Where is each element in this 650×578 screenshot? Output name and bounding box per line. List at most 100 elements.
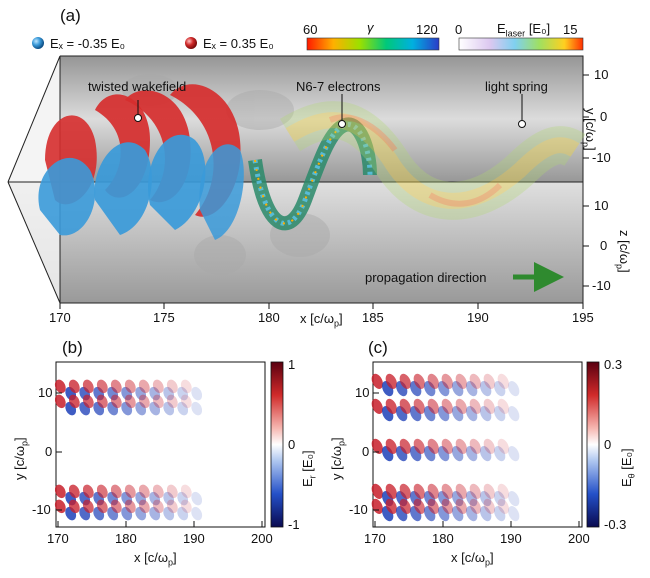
heatmap-lobe	[124, 394, 136, 409]
panel-a-xlabel: x [c/ωp]	[300, 311, 343, 329]
panel-c-ytick: 10	[355, 385, 370, 400]
box-left-wall	[8, 56, 60, 303]
heatmap-lobe	[124, 484, 136, 499]
heatmap-lobe	[438, 491, 450, 507]
heatmap-lobe	[508, 406, 520, 422]
heatmap-lobe	[385, 373, 397, 389]
heatmap-lobe	[180, 379, 192, 394]
panel-c-xtick: 200	[568, 531, 590, 546]
heatmap-lobe	[82, 484, 94, 499]
heatmap-lobe	[177, 386, 189, 401]
heatmap-lobe	[494, 506, 506, 522]
legend-pos-label: Eₓ = 0.35 E₀	[203, 36, 274, 51]
marker-twisted	[134, 114, 142, 122]
annot-propagation: propagation direction	[365, 270, 487, 285]
heatmap-lobe	[469, 498, 481, 514]
heatmap-lobe	[166, 484, 178, 499]
heatmap-lobe	[371, 483, 383, 499]
heatmap-lobe	[480, 381, 492, 397]
heatmap-lobe	[121, 401, 133, 416]
heatmap-lobe	[466, 446, 478, 462]
heatmap-lobe	[163, 491, 175, 506]
heatmap-lobe	[494, 446, 506, 462]
heatmap-lobe	[438, 506, 450, 522]
heatmap-lobe	[455, 373, 467, 389]
heatmap-lobe	[466, 381, 478, 397]
elaser-max-label: 15	[563, 22, 578, 37]
z-tick-10: 10	[594, 198, 609, 213]
heatmap-lobe	[124, 379, 136, 394]
panel-b-ytick: 10	[38, 385, 53, 400]
heatmap-lobe	[399, 398, 411, 414]
electron-helix	[248, 117, 377, 231]
panel-c-heatmap	[371, 361, 583, 528]
heatmap-lobe	[483, 398, 495, 414]
heatmap-lobe	[166, 499, 178, 514]
panel-c-colorbar	[586, 361, 600, 528]
heatmap-lobe	[399, 438, 411, 454]
heatmap-lobe	[508, 381, 520, 397]
panel-b-ylabel: y [c/ωp]	[12, 437, 30, 480]
heatmap-lobe	[494, 491, 506, 507]
heatmap-lobe	[385, 398, 397, 414]
gamma-title: γ	[367, 20, 374, 35]
panel-b-colorbar	[270, 361, 284, 528]
heatmap-lobe	[427, 373, 439, 389]
heatmap-lobe	[149, 386, 161, 401]
z-tick-neg10: -10	[592, 278, 611, 293]
heatmap-lobe	[399, 498, 411, 514]
heatmap-lobe	[68, 394, 80, 409]
panel-a-xtick: 180	[258, 310, 280, 325]
heatmap-lobe	[371, 438, 383, 454]
heatmap-lobe	[371, 398, 383, 414]
cb-b-bot: -1	[288, 517, 300, 532]
panel-c-xtick: 190	[500, 531, 522, 546]
heatmap-lobe	[413, 483, 425, 499]
heatmap-lobe	[452, 506, 464, 522]
panel-c-xtick: 180	[432, 531, 454, 546]
panel-c-label: (c)	[368, 338, 388, 357]
cb-b-label: Er [E₀]	[300, 450, 318, 487]
heatmap-lobe	[149, 491, 161, 506]
heatmap-lobe	[152, 484, 164, 499]
heatmap-lobe	[483, 438, 495, 454]
heatmap-lobe	[452, 446, 464, 462]
heatmap-lobe	[191, 506, 203, 521]
cb-c-mid: 0	[604, 437, 612, 452]
panel-c-ytick: 0	[362, 444, 370, 459]
heatmap-lobe	[385, 483, 397, 499]
heatmap-lobe	[469, 438, 481, 454]
heatmap-lobe	[466, 506, 478, 522]
panel-b-xtick: 190	[183, 531, 205, 546]
heatmap-lobe	[438, 406, 450, 422]
heatmap-lobe	[385, 438, 397, 454]
panel-b-xtick: 200	[251, 531, 273, 546]
heatmap-lobe	[497, 438, 509, 454]
heatmap-lobe	[438, 446, 450, 462]
elaser-colorbar	[458, 37, 584, 51]
heatmap-lobe	[480, 506, 492, 522]
annot-spring: light spring	[485, 79, 548, 94]
heatmap-lobe	[135, 506, 147, 521]
heatmap-lobe	[191, 491, 203, 506]
panel-b-label: (b)	[62, 338, 83, 357]
heatmap-lobe	[497, 483, 509, 499]
heatmap-lobe	[96, 499, 108, 514]
heatmap-lobe	[166, 394, 178, 409]
heatmap-lobe	[110, 379, 122, 394]
heatmap-lobe	[494, 381, 506, 397]
heatmap-lobe	[441, 373, 453, 389]
heatmap-lobe	[508, 446, 520, 462]
heatmap-lobe	[163, 401, 175, 416]
heatmap-lobe	[96, 394, 108, 409]
heatmap-lobe	[466, 406, 478, 422]
heatmap-lobe	[124, 499, 136, 514]
panel-a-xtick: 190	[467, 310, 489, 325]
heatmap-lobe	[508, 506, 520, 522]
annot-electrons: N6-7 electrons	[296, 79, 381, 94]
gamma-min-label: 60	[303, 22, 318, 37]
heatmap-lobe	[180, 499, 192, 514]
heatmap-lobe	[152, 394, 164, 409]
heatmap-lobe	[427, 398, 439, 414]
